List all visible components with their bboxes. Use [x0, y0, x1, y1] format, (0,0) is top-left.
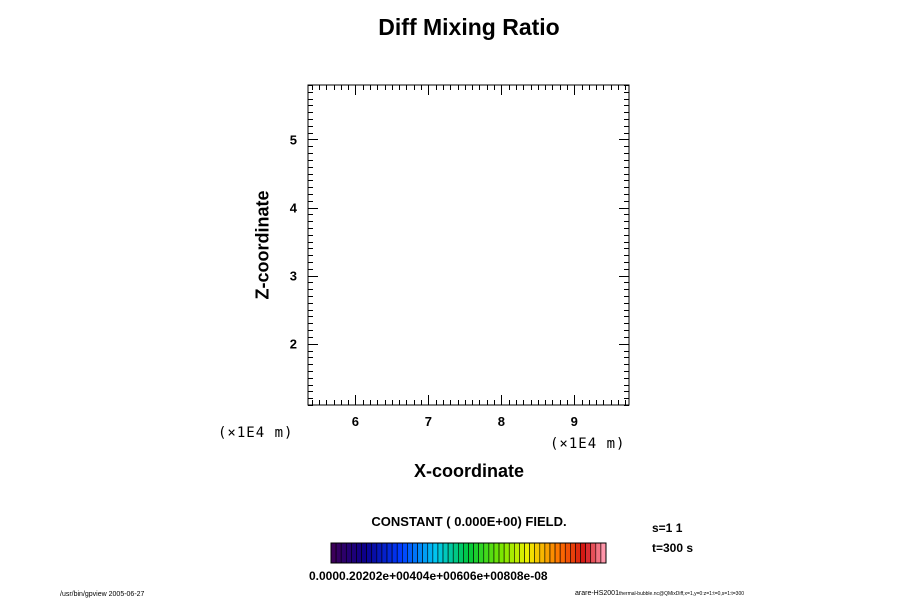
colorbar-cell — [575, 542, 581, 564]
colorbar-cell — [534, 542, 541, 564]
chart-title: Diff Mixing Ratio — [378, 14, 560, 40]
y-tick-label: 5 — [290, 132, 297, 147]
x-tick-label: 6 — [352, 414, 359, 429]
colorbar-cell — [351, 542, 357, 564]
colorbar-cell — [580, 542, 586, 564]
s-index-label: s=1 1 — [652, 521, 683, 535]
footer-right-detail: thermal-bubble.nc@QMixDiff,x=1,y=0:z=1:t… — [618, 591, 745, 597]
colorbar-cell — [356, 542, 362, 564]
colorbar-frame — [330, 542, 607, 564]
colorbar-cell — [427, 542, 434, 564]
y-tick-label: 2 — [290, 337, 297, 352]
time-label: t=300 s — [652, 541, 694, 555]
footer-right-main: arare-HS2001 — [575, 590, 619, 597]
colorbar-cell — [508, 542, 515, 564]
colorbar-cell — [498, 542, 505, 564]
colorbar-cell — [396, 542, 403, 564]
colorbar-cell — [590, 542, 597, 564]
x-axis-label: X-coordinate — [413, 461, 524, 481]
colorbar-cell — [529, 542, 536, 564]
colorbar-cell — [452, 542, 459, 564]
axis-ticks: 6 7 8 9 2 3 4 5 — [290, 85, 629, 429]
colorbar-cell — [371, 542, 378, 564]
plot-frame — [307, 84, 630, 406]
colorbar-cell — [519, 542, 525, 564]
colorbar-cell — [391, 542, 398, 564]
constant-field-note: CONSTANT ( 0.000E+00) FIELD. — [371, 514, 567, 529]
colorbar-cell — [585, 542, 592, 564]
colorbar-cell — [554, 542, 561, 564]
footer-right-text: arare-HS2001thermal-bubble.nc@QMixDiff,x… — [575, 590, 744, 597]
colorbar-tick-labels: 0.0000.20202e+00404e+00606e+00808e-08 — [309, 569, 548, 583]
x-tick-label: 7 — [425, 414, 432, 429]
colorbar-cell — [559, 542, 566, 564]
colorbar-cell — [493, 542, 500, 564]
colorbar-cell — [549, 542, 556, 564]
colorbar-cell — [437, 542, 444, 564]
x-axis-unit: (×1E4 m) — [550, 436, 626, 452]
colorbar-cell — [386, 542, 393, 564]
colorbar-cells — [330, 542, 607, 564]
colorbar-cell — [417, 542, 423, 564]
colorbar-cell — [442, 542, 449, 564]
colorbar-cell — [539, 542, 546, 564]
colorbar-cell — [570, 542, 576, 564]
colorbar-cell — [595, 542, 602, 564]
colorbar-cell — [361, 542, 367, 564]
colorbar-cell — [478, 542, 485, 564]
colorbar-cell — [468, 542, 474, 564]
colorbar-cell — [463, 542, 469, 564]
colorbar-cell — [524, 542, 530, 564]
y-axis-unit: (×1E4 m) — [218, 425, 294, 441]
colorbar-cell — [335, 542, 342, 564]
colorbar-cell — [473, 542, 479, 564]
colorbar-cell — [488, 542, 495, 564]
footer-left-text: /usr/bin/gpview 2005-06-27 — [60, 591, 145, 598]
x-tick-label: 8 — [498, 414, 505, 429]
y-tick-label: 4 — [290, 201, 298, 216]
colorbar-cell — [483, 542, 490, 564]
colorbar-cell — [564, 542, 571, 564]
colorbar-cell — [345, 542, 352, 564]
colorbar-cell — [412, 542, 418, 564]
colorbar-cell — [600, 542, 607, 564]
colorbar-cell — [447, 542, 454, 564]
colorbar-cell — [514, 542, 520, 564]
colorbar-cell — [330, 542, 337, 564]
colorbar-cell — [340, 542, 347, 564]
y-tick-label: 3 — [290, 269, 297, 284]
x-tick-label: 9 — [571, 414, 578, 429]
colorbar-cell — [366, 542, 373, 564]
colorbar-cell — [432, 542, 439, 564]
colorbar-cell — [376, 542, 383, 564]
colorbar-cell — [401, 542, 408, 564]
colorbar-cell — [544, 542, 551, 564]
colorbar-cell — [503, 542, 510, 564]
colorbar-cell — [407, 542, 413, 564]
colorbar-cell — [422, 542, 429, 564]
colorbar-cell — [458, 542, 464, 564]
colorbar-cell — [381, 542, 388, 564]
